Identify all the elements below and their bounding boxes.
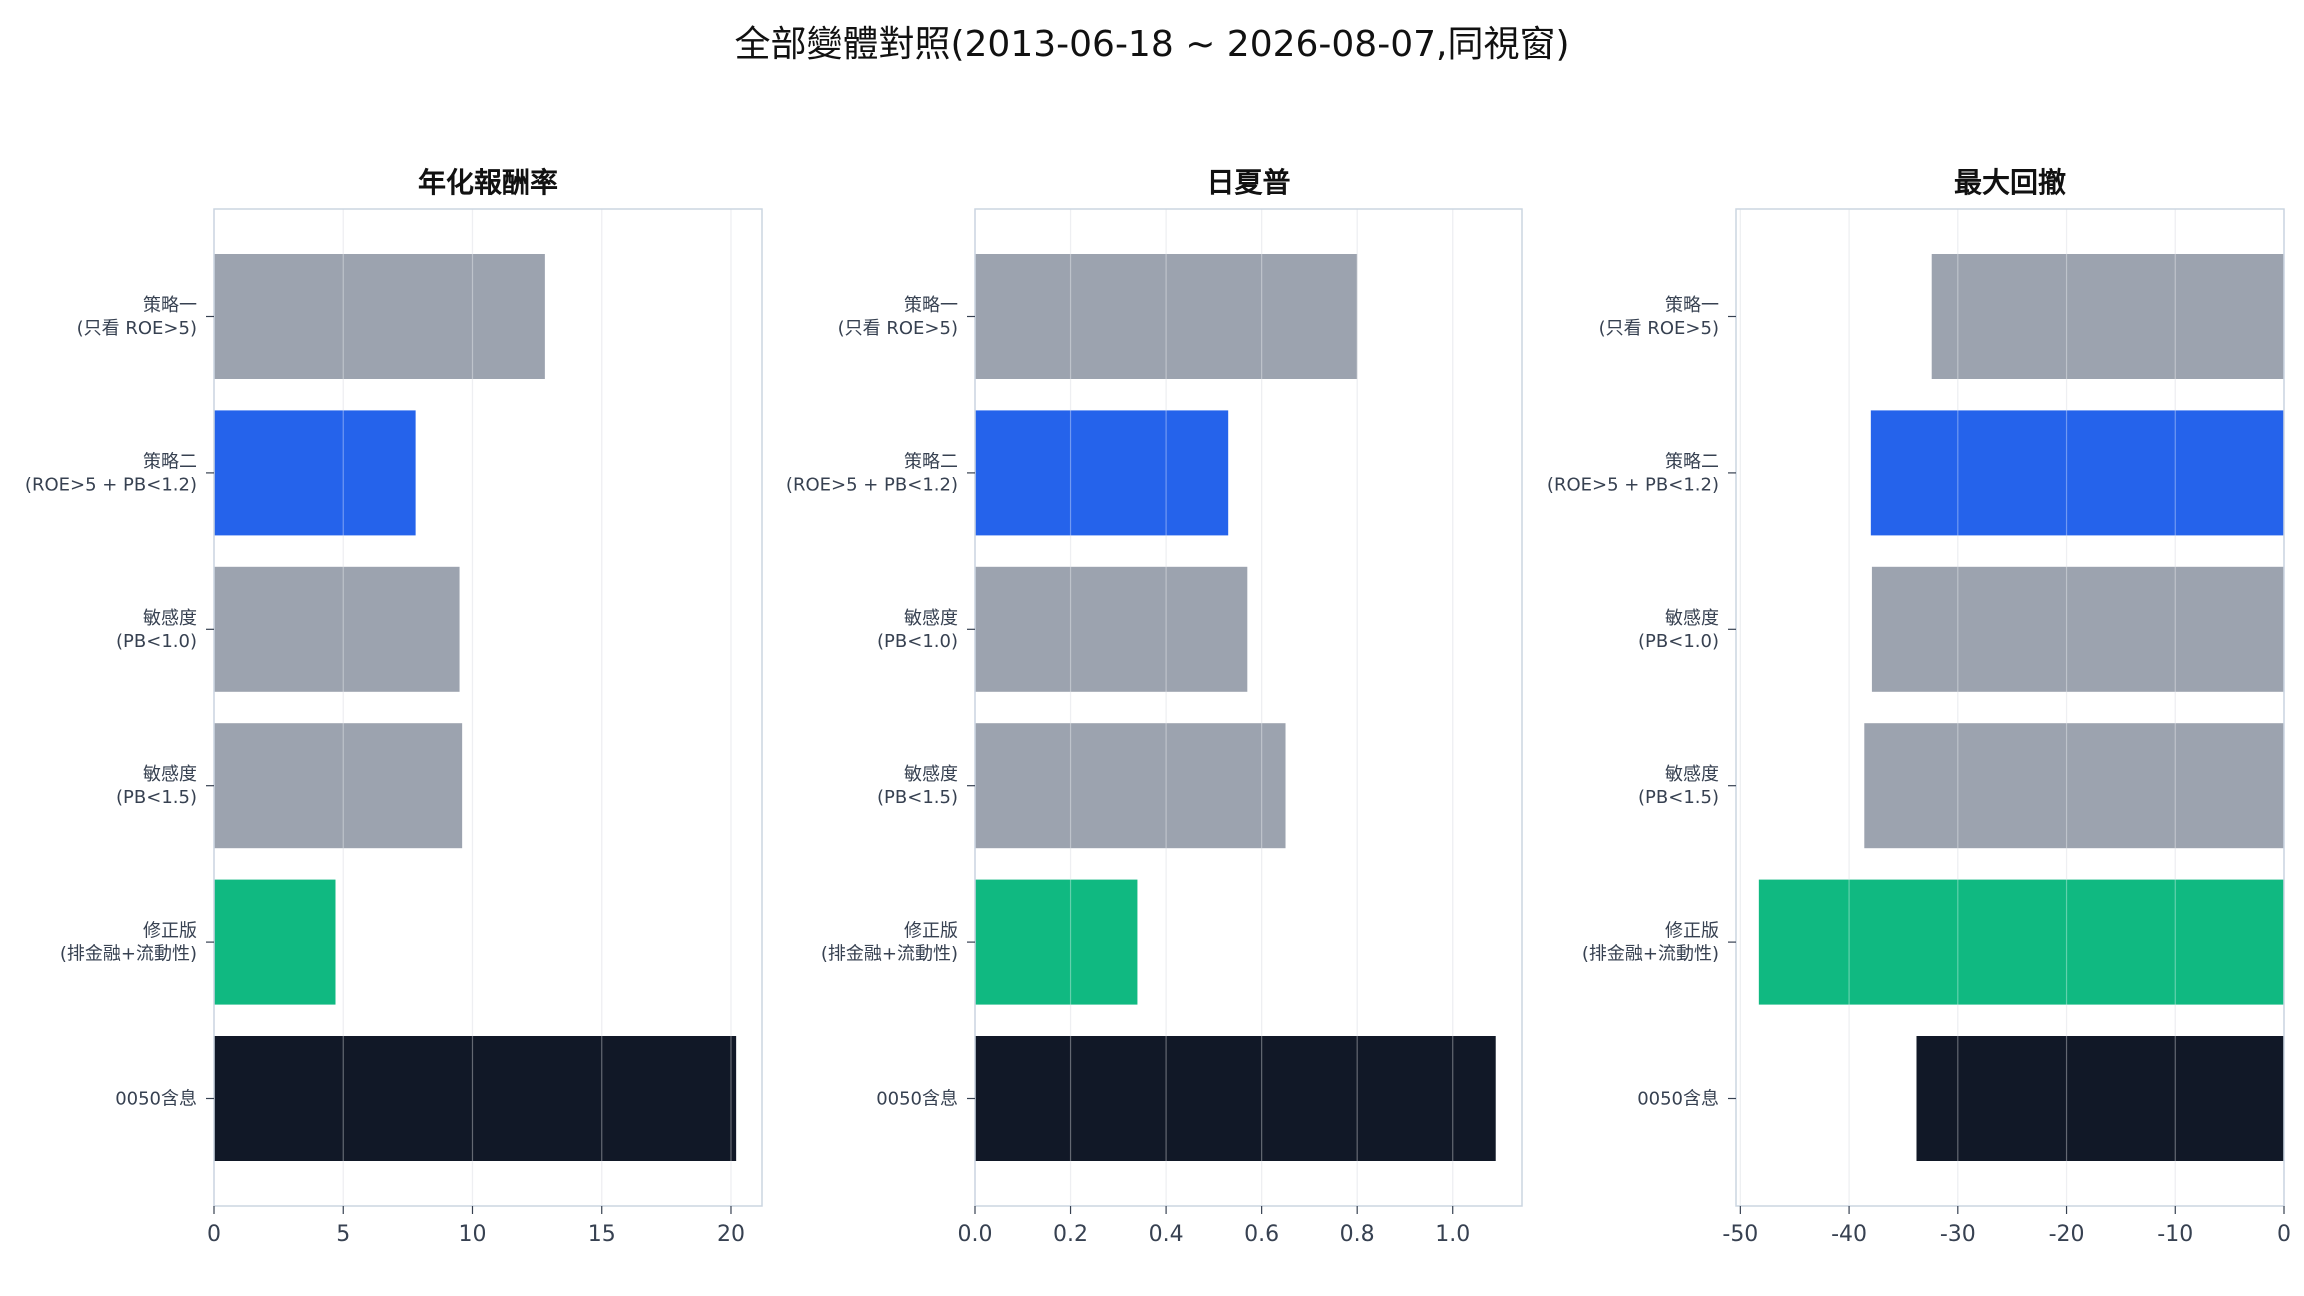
x-tick-label: -40 (1831, 1222, 1867, 1247)
x-tick-label: -30 (1940, 1222, 1976, 1247)
bar (975, 723, 1286, 849)
bar (975, 254, 1358, 379)
bar (214, 1036, 737, 1161)
bar (214, 723, 463, 849)
bar (975, 410, 1229, 536)
bar (1864, 723, 2284, 849)
category-label: 策略二(ROE>5 + PB<1.2) (1547, 451, 1719, 495)
bar (214, 410, 416, 536)
bar (1916, 1036, 2284, 1161)
panel-title: 最大回撤 (1954, 166, 2066, 199)
panel-title: 日夏普 (1206, 166, 1290, 199)
category-label: 策略一(只看 ROE>5) (838, 295, 958, 339)
category-label: 0050含息 (876, 1089, 958, 1110)
bar (1931, 254, 2284, 379)
x-tick-label: 20 (717, 1222, 745, 1247)
x-tick-label: -20 (2049, 1222, 2085, 1247)
panel-title: 年化報酬率 (418, 166, 558, 199)
bar (1758, 879, 2284, 1005)
bar (1871, 566, 2284, 692)
category-label: 敏感度(PB<1.5) (1638, 764, 1719, 808)
category-label: 修正版(排金融+流動性) (1582, 921, 1719, 965)
x-tick-label: 5 (336, 1222, 350, 1247)
x-tick-label: 1.0 (1435, 1222, 1470, 1247)
x-tick-label: 0.6 (1244, 1222, 1279, 1247)
bar (975, 879, 1138, 1005)
x-tick-label: 0.0 (958, 1222, 993, 1247)
x-tick-label: -50 (1722, 1222, 1758, 1247)
category-label: 策略二(ROE>5 + PB<1.2) (25, 451, 197, 495)
plot-frame (974, 208, 1523, 1207)
x-tick-label: 10 (458, 1222, 486, 1247)
bar (975, 1036, 1496, 1161)
category-label: 修正版(排金融+流動性) (60, 921, 197, 965)
category-label: 敏感度(PB<1.0) (877, 608, 958, 652)
category-label: 策略一(只看 ROE>5) (1599, 295, 1719, 339)
category-label: 0050含息 (1637, 1089, 1719, 1110)
bar (214, 254, 545, 379)
figure-title: 全部變體對照(2013-06-18 ~ 2026-08-07,同視窗) (734, 24, 1569, 65)
bar (214, 566, 460, 692)
category-label: 策略一(只看 ROE>5) (77, 295, 197, 339)
plot-frame (1735, 208, 2285, 1207)
x-tick-label: 0.8 (1340, 1222, 1375, 1247)
category-label: 敏感度(PB<1.5) (877, 764, 958, 808)
category-label: 敏感度(PB<1.0) (116, 608, 197, 652)
category-label: 敏感度(PB<1.0) (1638, 608, 1719, 652)
category-label: 修正版(排金融+流動性) (821, 921, 958, 965)
x-tick-label: 0 (2277, 1222, 2291, 1247)
x-tick-label: 0.4 (1149, 1222, 1184, 1247)
plot-frame (213, 208, 763, 1207)
bar (975, 566, 1248, 692)
x-tick-label: 0.2 (1053, 1222, 1088, 1247)
x-tick-label: 15 (588, 1222, 616, 1247)
x-tick-label: -10 (2157, 1222, 2193, 1247)
x-tick-label: 0 (207, 1222, 221, 1247)
category-label: 0050含息 (115, 1089, 197, 1110)
category-label: 敏感度(PB<1.5) (116, 764, 197, 808)
bar (1870, 410, 2284, 536)
category-label: 策略二(ROE>5 + PB<1.2) (786, 451, 958, 495)
bar (214, 879, 336, 1005)
